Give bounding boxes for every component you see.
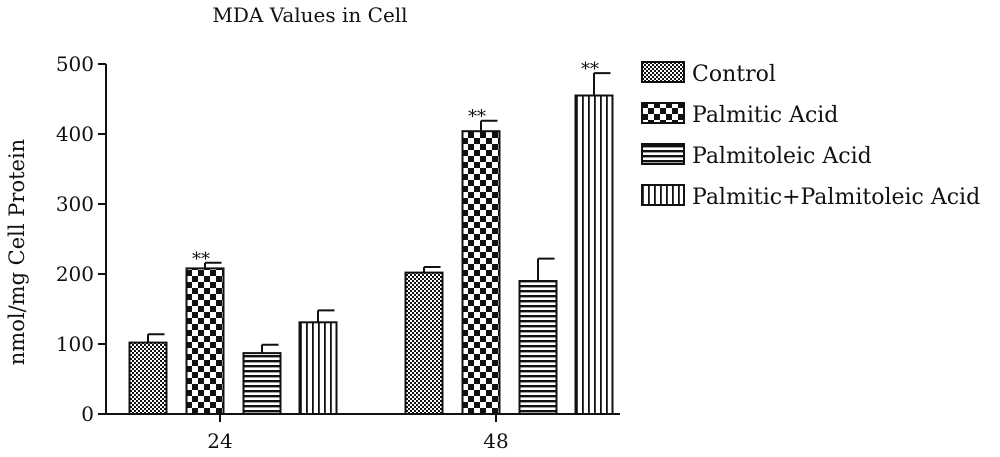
bar (518, 280, 558, 415)
y-tick-label: 500 (56, 52, 94, 76)
chart-title: MDA Values in Cell (212, 3, 407, 27)
bars-group: ** ** ** (128, 59, 614, 416)
bar (242, 352, 282, 416)
y-tick-label: 200 (56, 262, 94, 286)
y-tick-label: 100 (56, 332, 94, 356)
y-tick-label: 300 (56, 192, 94, 216)
bar (461, 130, 501, 415)
bar (574, 94, 614, 415)
bar (128, 341, 168, 416)
legend-label: Palmitoleic Acid (692, 144, 872, 169)
legend-label: Control (692, 62, 776, 87)
legend-swatch (641, 143, 685, 165)
significance-mark: ** (581, 59, 599, 80)
legend-label: Palmitic+Palmitoleic Acid (692, 185, 980, 210)
significance-mark: ** (468, 107, 486, 128)
x-tick-label: 48 (483, 429, 508, 453)
legend-label: Palmitic Acid (692, 103, 838, 128)
bar (185, 267, 225, 415)
legend-swatch (641, 184, 685, 206)
bar (404, 271, 444, 415)
x-tick-label: 24 (207, 429, 232, 453)
significance-mark: ** (192, 249, 210, 270)
y-tick-label: 400 (56, 122, 94, 146)
legend: Control Palmitic Acid Palmitoleic Acid Palm… (641, 61, 980, 210)
bar (298, 321, 338, 415)
legend-swatch (641, 61, 685, 83)
y-tick-label: 0 (81, 402, 94, 426)
y-axis-label: nmol/mg Cell Protein (5, 139, 29, 365)
legend-swatch (641, 102, 685, 124)
